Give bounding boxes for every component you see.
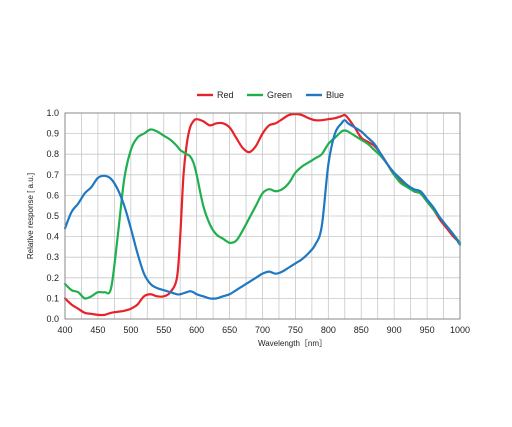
y-tick-label: 0.7: [46, 170, 59, 180]
y-tick-label: 1.0: [46, 108, 59, 118]
y-tick-label: 0.3: [46, 252, 59, 262]
y-tick-label: 0.8: [46, 149, 59, 159]
y-tick-label: 0.6: [46, 190, 59, 200]
x-tick-label: 400: [57, 325, 72, 335]
x-axis-label: Wavelength［nm］: [258, 339, 327, 348]
x-tick-label: 500: [123, 325, 138, 335]
x-tick-label: 850: [354, 325, 369, 335]
plot-frame: [64, 112, 461, 320]
x-tick-label: 700: [255, 325, 270, 335]
legend-label-blue: Blue: [326, 90, 344, 100]
y-tick-label: 0.5: [46, 211, 59, 221]
legend-label-red: Red: [217, 90, 234, 100]
y-tick-labels: 0.0 0.1 0.2 0.3 0.4 0.5 0.6 0.7 0.8 0.9 1.0: [46, 108, 59, 324]
y-tick-label: 0.2: [46, 273, 59, 283]
x-tick-label: 900: [387, 325, 402, 335]
x-tick-label: 600: [189, 325, 204, 335]
y-tick-label: 0.0: [46, 314, 59, 324]
x-tick-label: 450: [90, 325, 105, 335]
legend: Red Green Blue: [197, 90, 344, 100]
series-line-blue: [63, 119, 462, 300]
y-tick-label: 0.4: [46, 232, 59, 242]
x-tick-label: 750: [288, 325, 303, 335]
x-tick-label: 950: [420, 325, 435, 335]
legend-label-green: Green: [267, 90, 292, 100]
x-tick-labels: 400 450 500 550 600 650 700 750 800 850 900 950 1000: [57, 325, 470, 335]
x-tick-label: 550: [156, 325, 171, 335]
x-tick-label: 1000: [450, 325, 470, 335]
y-tick-label: 0.1: [46, 293, 59, 303]
x-tick-label: 650: [222, 325, 237, 335]
x-tick-label: 800: [321, 325, 336, 335]
y-tick-label: 0.9: [46, 129, 59, 139]
series-lines: [63, 112, 462, 317]
y-axis-label: Relative response [ a.u.]: [26, 173, 35, 259]
